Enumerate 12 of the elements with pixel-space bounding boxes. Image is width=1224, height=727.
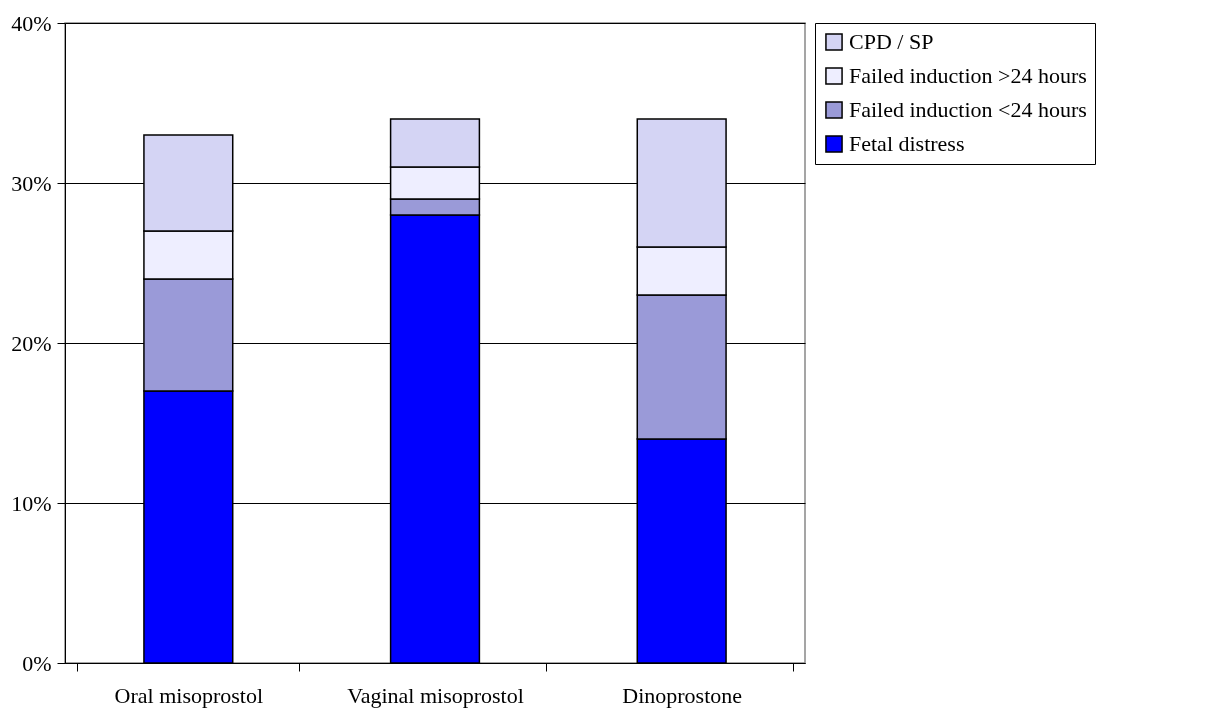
x-tick-label: Dinoprostone (622, 682, 743, 708)
y-tick-label: 40% (11, 10, 52, 36)
legend-label: Fetal distress (849, 131, 965, 156)
legend-label: CPD / SP (849, 29, 934, 54)
y-tick-label: 10% (11, 490, 52, 516)
legend-label: Failed induction >24 hours (849, 63, 1087, 88)
y-tick-label: 30% (11, 170, 52, 196)
y-tick-label: 20% (11, 330, 52, 356)
x-tick-label: Vaginal misoprostol (347, 682, 524, 708)
x-tick-label: Oral misoprostol (114, 682, 264, 708)
y-tick-label: 0% (22, 650, 52, 676)
legend-label: Failed induction <24 hours (849, 97, 1087, 122)
